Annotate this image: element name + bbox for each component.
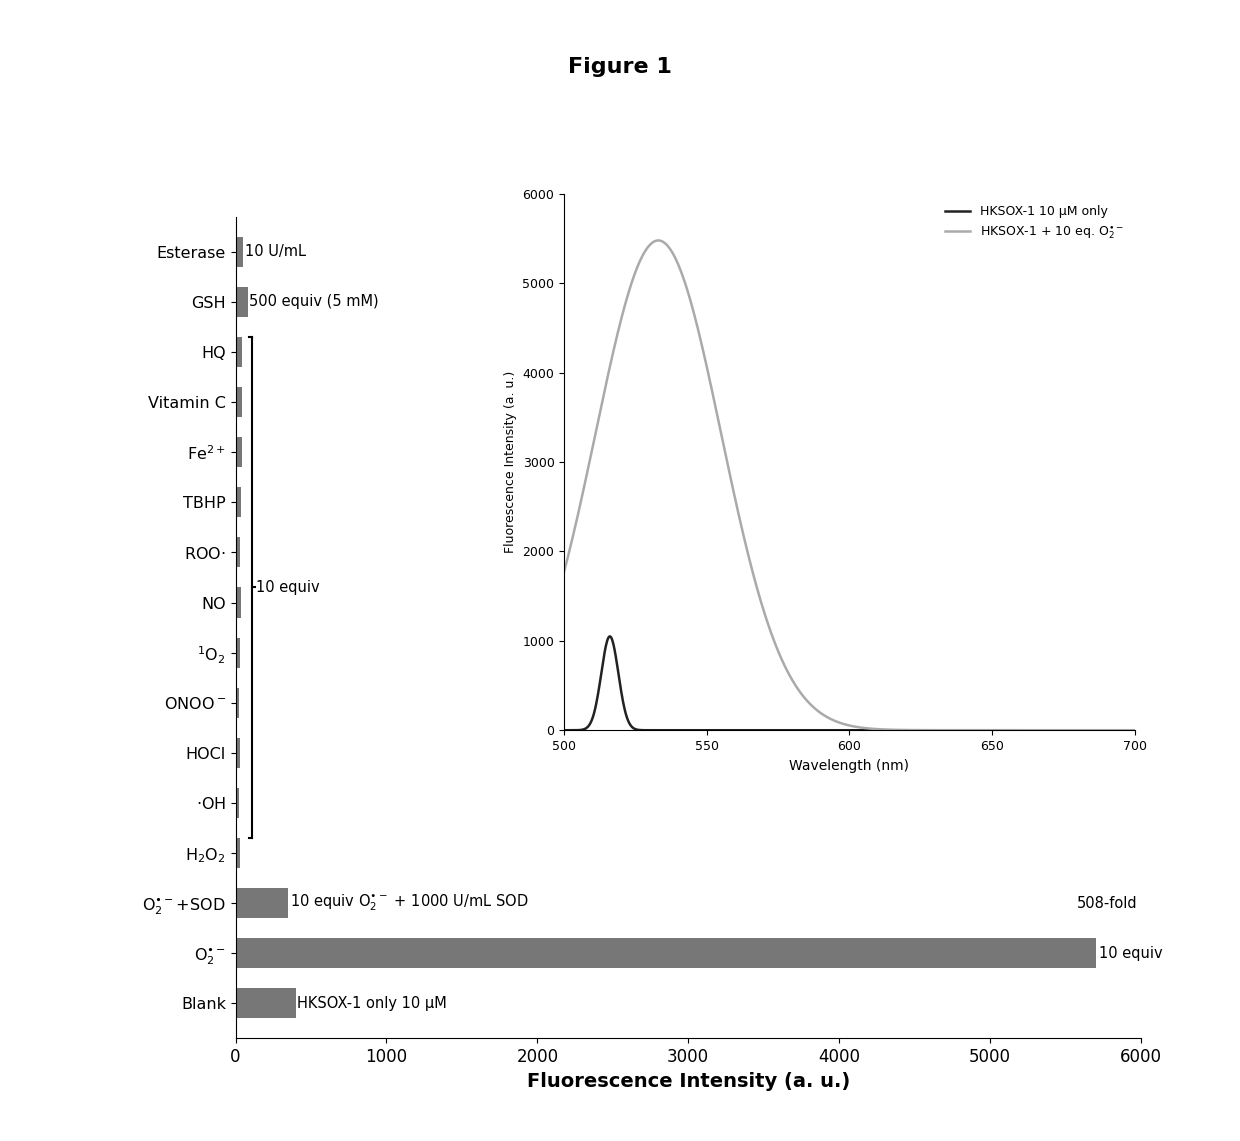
Bar [236,237,243,267]
Text: 10 equiv: 10 equiv [1099,946,1162,961]
Bar [236,588,241,617]
Text: 508-fold: 508-fold [1078,896,1138,911]
X-axis label: Wavelength (nm): Wavelength (nm) [790,759,909,772]
Bar [236,988,296,1018]
Bar [236,487,241,517]
Text: Figure 1: Figure 1 [568,57,672,78]
Bar [236,688,239,718]
Bar [236,337,242,367]
Text: HKSOX-1 only 10 μM: HKSOX-1 only 10 μM [298,996,448,1011]
Legend: HKSOX-1 10 μM only, HKSOX-1 + 10 eq. O$_2^{\bullet-}$: HKSOX-1 10 μM only, HKSOX-1 + 10 eq. O$_… [940,200,1128,246]
Bar [236,837,241,868]
Text: 10 equiv: 10 equiv [257,580,320,594]
Bar [236,938,1096,969]
Bar [236,638,241,667]
Text: 10 U/mL: 10 U/mL [244,244,305,259]
Y-axis label: Fluorescence Intensity (a. u.): Fluorescence Intensity (a. u.) [503,371,517,553]
X-axis label: Fluorescence Intensity (a. u.): Fluorescence Intensity (a. u.) [527,1071,849,1091]
Bar [236,286,248,317]
Text: 500 equiv (5 mM): 500 equiv (5 mM) [249,294,378,309]
Bar [236,787,239,818]
Bar [236,387,242,418]
Text: 10 equiv O$_2^{\bullet-}$ + 1000 U/mL SOD: 10 equiv O$_2^{\bullet-}$ + 1000 U/mL SO… [290,892,528,913]
Bar [236,537,241,567]
Bar [236,437,242,468]
Bar [236,888,289,919]
Bar [236,738,241,768]
